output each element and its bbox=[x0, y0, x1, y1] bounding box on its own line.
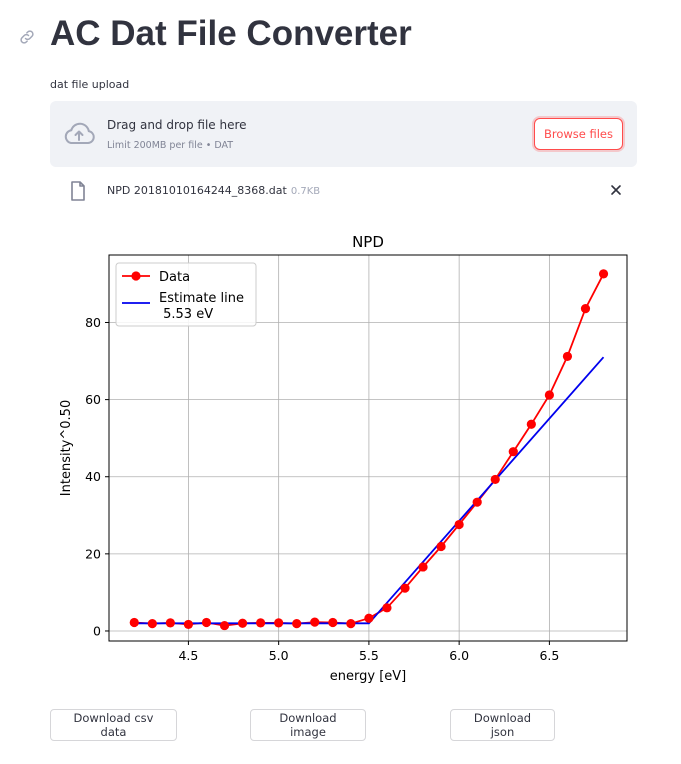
data-point bbox=[292, 619, 302, 629]
data-point bbox=[328, 617, 338, 628]
file-icon bbox=[71, 181, 85, 201]
data-point bbox=[526, 419, 536, 429]
data-point bbox=[237, 618, 248, 628]
download-image-button[interactable]: Download image bbox=[250, 709, 366, 741]
data-point bbox=[490, 474, 500, 485]
data-point bbox=[256, 618, 266, 628]
download-json-button[interactable]: Download json bbox=[450, 709, 555, 741]
file-dropzone[interactable]: Drag and drop file here Limit 200MB per … bbox=[50, 101, 637, 167]
legend-data-marker bbox=[131, 271, 141, 281]
y-tick-label: 20 bbox=[85, 546, 101, 561]
upload-label: dat file upload bbox=[50, 78, 130, 91]
chart-title: NPD bbox=[352, 233, 384, 251]
legend-box bbox=[115, 262, 257, 327]
data-point bbox=[364, 613, 374, 623]
page-title: AC Dat File Converter bbox=[50, 14, 412, 53]
plot-frame bbox=[108, 254, 628, 642]
x-tick-label: 6.5 bbox=[539, 648, 559, 663]
legend-estimate-label: Estimate line 5.53 eV bbox=[159, 291, 244, 322]
legend-data-label: Data bbox=[159, 270, 190, 285]
data-point bbox=[165, 618, 175, 628]
close-icon[interactable] bbox=[609, 183, 623, 197]
x-tick-label: 4.5 bbox=[178, 648, 198, 663]
x-tick-label: 5.5 bbox=[359, 648, 379, 663]
data-point bbox=[580, 304, 591, 314]
data-point bbox=[562, 351, 573, 362]
download-csv-button[interactable]: Download csv data bbox=[50, 709, 177, 741]
data-point bbox=[400, 583, 410, 593]
data-point bbox=[436, 541, 446, 552]
data-point bbox=[346, 619, 356, 629]
data-point bbox=[147, 619, 157, 629]
data-point bbox=[472, 497, 482, 507]
x-tick-label: 5.0 bbox=[269, 648, 289, 663]
file-name-text: NPD 20181010164244_8368.dat bbox=[107, 184, 287, 197]
cloud-upload-icon bbox=[64, 122, 95, 144]
data-markers bbox=[129, 269, 609, 631]
data-point bbox=[382, 603, 392, 613]
y-tick-label: 80 bbox=[85, 315, 101, 330]
series-line-estimate bbox=[134, 356, 605, 625]
chart-legend: Data Estimate line 5.53 eV bbox=[115, 262, 257, 327]
axis-ticks: 4.5 5.0 5.5 6.0 6.5 0 20 40 60 80 bbox=[85, 315, 559, 663]
data-point bbox=[129, 617, 139, 628]
file-size: 0.7KB bbox=[290, 186, 321, 197]
y-tick-label: 40 bbox=[85, 469, 101, 484]
data-point bbox=[310, 617, 320, 627]
data-point bbox=[418, 562, 428, 572]
x-tick-label: 6.0 bbox=[449, 648, 469, 663]
data-point bbox=[201, 617, 212, 628]
data-point bbox=[183, 619, 194, 630]
data-point bbox=[508, 447, 518, 457]
npd-chart: 4.5 5.0 5.5 6.0 6.5 0 20 40 60 80 NPD energy [eV]… bbox=[59, 233, 628, 684]
data-point bbox=[454, 519, 464, 530]
browse-files-button[interactable]: Browse files bbox=[534, 118, 623, 150]
data-point bbox=[219, 620, 230, 631]
data-point bbox=[598, 269, 609, 279]
link-icon[interactable] bbox=[18, 28, 36, 46]
uploaded-file-row: NPD 20181010164244_8368.dat 0.7KB bbox=[50, 176, 637, 206]
dropzone-instructions: Drag and drop file here bbox=[107, 118, 247, 132]
data-point bbox=[274, 618, 284, 628]
chart-grid bbox=[109, 255, 627, 641]
dropzone-limit: Limit 200MB per file • DAT bbox=[107, 140, 234, 151]
x-axis-label: energy [eV] bbox=[330, 669, 406, 684]
y-tick-label: 0 bbox=[93, 623, 101, 638]
file-name: NPD 20181010164244_8368.dat 0.7KB bbox=[107, 184, 320, 197]
data-point bbox=[544, 390, 554, 400]
y-axis-label: Intensity^0.50 bbox=[59, 400, 74, 496]
y-tick-label: 60 bbox=[85, 392, 101, 407]
